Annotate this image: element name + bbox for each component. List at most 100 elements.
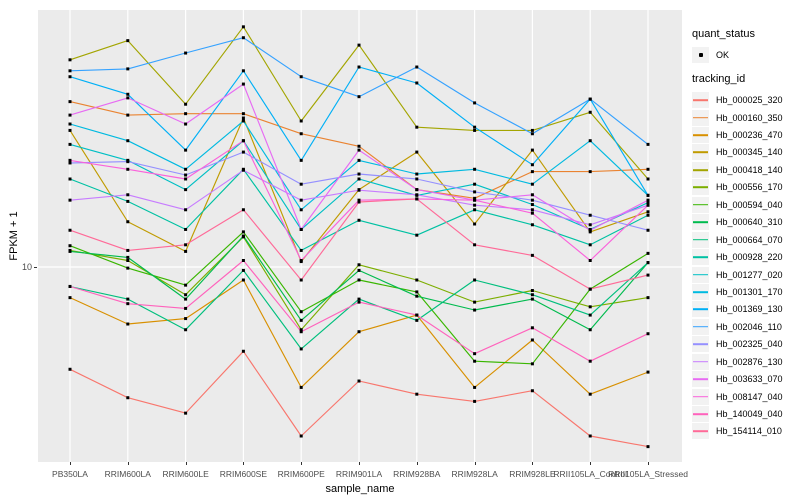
line-key-icon	[692, 214, 709, 231]
data-point	[299, 198, 303, 202]
data-point	[241, 230, 245, 234]
data-point	[415, 150, 419, 154]
legend-item-Hb_000160_350: Hb_000160_350	[692, 109, 798, 126]
data-point	[299, 208, 303, 212]
data-point	[299, 182, 303, 186]
data-point	[68, 142, 72, 146]
data-point	[126, 258, 130, 262]
x-axis-tick	[70, 462, 71, 465]
x-tick-label: PB350LA	[52, 469, 88, 479]
data-point	[530, 128, 534, 132]
data-point	[473, 190, 477, 194]
data-point	[473, 308, 477, 312]
x-axis-tick	[590, 462, 592, 465]
x-tick-label: RRII105LA_Control	[553, 469, 628, 479]
data-point	[357, 379, 361, 383]
legend-item-Hb_000594_040: Hb_000594_040	[692, 196, 798, 213]
x-tick-label: RRIM928LA	[451, 469, 498, 479]
data-point	[473, 203, 477, 207]
data-point	[299, 119, 303, 123]
data-point	[646, 251, 650, 255]
data-point	[357, 172, 361, 176]
legend-item-label: OK	[716, 49, 730, 60]
data-point	[473, 101, 477, 105]
data-point	[473, 167, 477, 171]
data-point	[68, 177, 72, 181]
data-point	[357, 263, 361, 267]
data-point	[415, 392, 419, 396]
legend-item-label: Hb_000160_350	[716, 112, 783, 123]
data-point	[415, 313, 419, 317]
line-key-icon	[692, 301, 709, 318]
data-point	[588, 243, 592, 247]
data-point	[68, 100, 72, 104]
data-point	[415, 177, 419, 181]
x-axis-tick	[359, 462, 360, 465]
data-point	[415, 318, 419, 322]
legend-item-Hb_000664_070: Hb_000664_070	[692, 231, 798, 248]
line-key-icon	[692, 196, 709, 213]
legend-item-Hb_000345_140: Hb_000345_140	[692, 144, 798, 161]
data-point	[299, 347, 303, 351]
legend-item-ok: OK	[692, 46, 798, 63]
x-tick-label: RRIM928BA	[393, 469, 441, 479]
data-point	[68, 228, 72, 232]
data-point	[184, 188, 188, 192]
data-point	[184, 167, 188, 171]
data-point	[184, 227, 188, 231]
line-key-icon	[692, 318, 709, 335]
data-point	[68, 198, 72, 202]
data-point	[184, 243, 188, 247]
data-point	[588, 228, 592, 232]
data-point	[646, 201, 650, 205]
data-point	[473, 196, 477, 200]
data-point	[473, 399, 477, 403]
x-axis-tick	[474, 462, 476, 465]
data-point	[415, 233, 419, 237]
data-point	[241, 168, 245, 172]
data-point	[68, 244, 72, 248]
data-point	[299, 75, 303, 79]
data-point	[184, 328, 188, 332]
x-tick-label: RRIM600PE	[277, 469, 325, 479]
data-point	[299, 227, 303, 231]
data-point	[530, 253, 534, 257]
data-point	[588, 97, 592, 101]
line-key-icon	[692, 283, 709, 300]
data-point	[68, 128, 72, 132]
line-key-icon	[692, 371, 709, 388]
data-point	[357, 148, 361, 152]
data-point	[530, 203, 534, 207]
y-axis-title: FPKM + 1	[8, 211, 20, 261]
data-point	[126, 167, 130, 171]
data-point	[299, 434, 303, 438]
legend-item-label: Hb_000418_140	[716, 164, 783, 175]
line-key-icon	[692, 353, 709, 370]
legend-tracking-id-title: tracking_id	[692, 73, 746, 86]
data-point	[299, 158, 303, 162]
data-point	[299, 385, 303, 389]
data-point	[241, 349, 245, 353]
x-axis-tick	[301, 462, 303, 465]
data-point	[241, 36, 245, 40]
data-point	[415, 294, 419, 298]
data-point	[646, 273, 650, 277]
data-point	[357, 300, 361, 304]
data-point	[530, 163, 534, 167]
data-point	[646, 296, 650, 300]
x-axis-tick	[243, 462, 245, 465]
legend-item-Hb_154114_010: Hb_154114_010	[692, 423, 798, 440]
data-point	[299, 318, 303, 322]
data-point	[530, 289, 534, 293]
line-key-icon	[692, 266, 709, 283]
data-point	[415, 290, 419, 294]
data-point	[530, 132, 534, 136]
data-point	[126, 96, 130, 100]
legend-item-Hb_000928_220: Hb_000928_220	[692, 248, 798, 266]
data-point	[588, 359, 592, 363]
legend-item-label: Hb_001369_130	[716, 304, 783, 315]
x-axis-tick	[532, 462, 534, 465]
data-point	[241, 258, 245, 262]
data-point	[588, 328, 592, 332]
data-point	[68, 158, 72, 162]
